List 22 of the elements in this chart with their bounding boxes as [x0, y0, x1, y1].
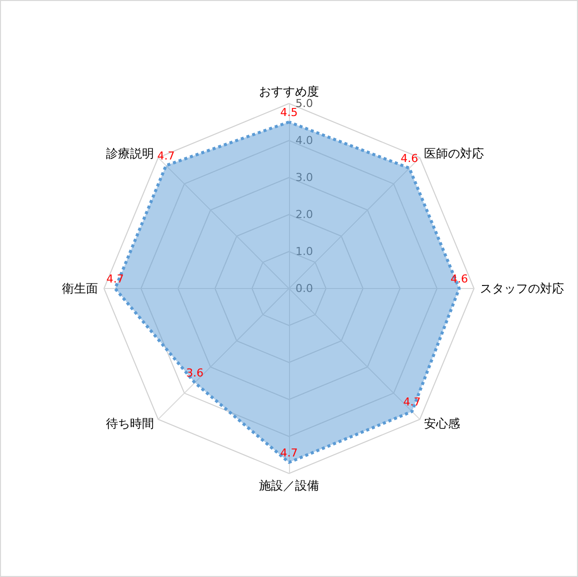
data-label: 4.7	[403, 395, 421, 408]
spoke-label: 医師の対応	[424, 146, 484, 160]
data-label: 4.7	[157, 150, 175, 163]
data-label: 4.7	[280, 446, 298, 460]
data-label: 4.5	[280, 106, 298, 119]
data-label: 3.6	[186, 366, 204, 380]
y-tick-label: 2.0	[296, 208, 313, 221]
y-tick-label: 3.0	[296, 171, 313, 184]
spoke-label: おすすめ度	[259, 84, 319, 98]
y-tick-label: 4.0	[296, 134, 313, 147]
data-label: 4.6	[450, 272, 468, 286]
data-label: 4.7	[106, 272, 124, 286]
y-tick-label: 1.0	[296, 245, 313, 258]
spoke-label: 安心感	[424, 416, 460, 431]
spoke-label: スタッフの対応	[480, 282, 564, 296]
spoke-label: 衛生面	[62, 282, 98, 296]
spoke-label: 診療説明	[106, 146, 154, 160]
y-tick-label: 5.0	[296, 97, 313, 110]
spoke-label: 待ち時間	[106, 416, 154, 431]
y-tick-label: 0.0	[296, 282, 313, 295]
data-label: 4.6	[400, 152, 418, 166]
spoke-label: 施設／設備	[259, 478, 319, 492]
